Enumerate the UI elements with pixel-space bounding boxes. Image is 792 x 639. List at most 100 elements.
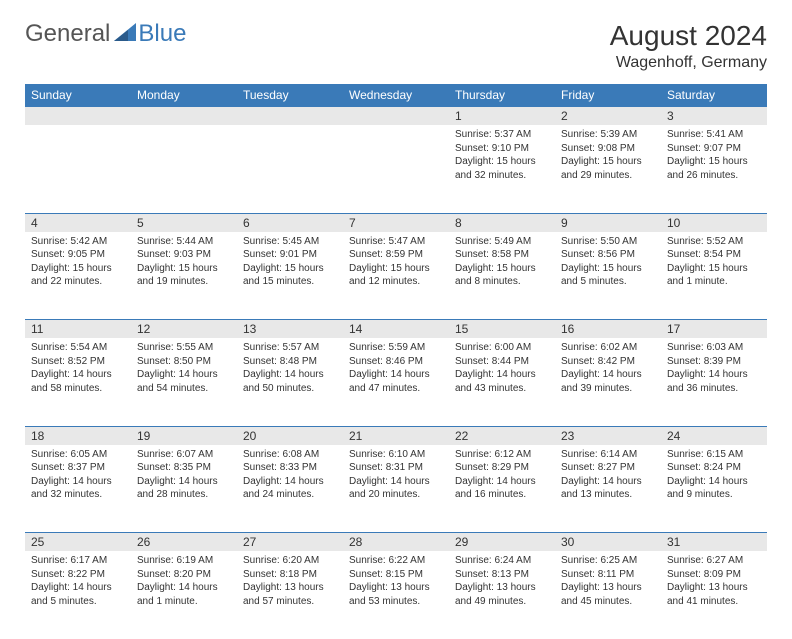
weekday-header: Sunday: [25, 84, 131, 107]
sunset-text: Sunset: 8:37 PM: [31, 461, 125, 475]
day-cell: Sunrise: 6:07 AMSunset: 8:35 PMDaylight:…: [131, 445, 237, 533]
daylight-text: Daylight: 15 hours and 15 minutes.: [243, 262, 337, 289]
day-cell: Sunrise: 6:20 AMSunset: 8:18 PMDaylight:…: [237, 551, 343, 639]
sunrise-text: Sunrise: 6:24 AM: [455, 554, 549, 568]
sunset-text: Sunset: 8:39 PM: [667, 355, 761, 369]
day-number: 11: [25, 320, 131, 339]
day-cell: Sunrise: 6:25 AMSunset: 8:11 PMDaylight:…: [555, 551, 661, 639]
day-cell: Sunrise: 5:41 AMSunset: 9:07 PMDaylight:…: [661, 125, 767, 213]
day-number: 14: [343, 320, 449, 339]
sunrise-text: Sunrise: 5:54 AM: [31, 341, 125, 355]
sunrise-text: Sunrise: 5:47 AM: [349, 235, 443, 249]
daylight-text: Daylight: 15 hours and 26 minutes.: [667, 155, 761, 182]
day-number-row: 18192021222324: [25, 426, 767, 445]
sunset-text: Sunset: 9:08 PM: [561, 142, 655, 156]
sunset-text: Sunset: 8:44 PM: [455, 355, 549, 369]
sunrise-text: Sunrise: 6:00 AM: [455, 341, 549, 355]
sunset-text: Sunset: 8:15 PM: [349, 568, 443, 582]
day-number: 31: [661, 533, 767, 552]
day-number: 16: [555, 320, 661, 339]
daylight-text: Daylight: 14 hours and 58 minutes.: [31, 368, 125, 395]
daylight-text: Daylight: 14 hours and 1 minute.: [137, 581, 231, 608]
sunset-text: Sunset: 9:05 PM: [31, 248, 125, 262]
sunset-text: Sunset: 8:31 PM: [349, 461, 443, 475]
day-number: 1: [449, 107, 555, 126]
daylight-text: Daylight: 13 hours and 49 minutes.: [455, 581, 549, 608]
sunset-text: Sunset: 8:52 PM: [31, 355, 125, 369]
day-number: 27: [237, 533, 343, 552]
day-number: 17: [661, 320, 767, 339]
day-number: 9: [555, 213, 661, 232]
sunrise-text: Sunrise: 5:49 AM: [455, 235, 549, 249]
sunrise-text: Sunrise: 5:37 AM: [455, 128, 549, 142]
sunrise-text: Sunrise: 6:14 AM: [561, 448, 655, 462]
header: General Blue August 2024 Wagenhoff, Germ…: [25, 20, 767, 72]
sunset-text: Sunset: 8:09 PM: [667, 568, 761, 582]
sunrise-text: Sunrise: 6:07 AM: [137, 448, 231, 462]
day-cell: Sunrise: 5:47 AMSunset: 8:59 PMDaylight:…: [343, 232, 449, 320]
weekday-header: Saturday: [661, 84, 767, 107]
daylight-text: Daylight: 14 hours and 36 minutes.: [667, 368, 761, 395]
sunrise-text: Sunrise: 5:55 AM: [137, 341, 231, 355]
sunset-text: Sunset: 8:48 PM: [243, 355, 337, 369]
day-cell: Sunrise: 6:14 AMSunset: 8:27 PMDaylight:…: [555, 445, 661, 533]
day-cell: Sunrise: 5:44 AMSunset: 9:03 PMDaylight:…: [131, 232, 237, 320]
day-number: [343, 107, 449, 126]
sunset-text: Sunset: 8:46 PM: [349, 355, 443, 369]
daylight-text: Daylight: 14 hours and 5 minutes.: [31, 581, 125, 608]
day-content-row: Sunrise: 5:54 AMSunset: 8:52 PMDaylight:…: [25, 338, 767, 426]
day-number: 10: [661, 213, 767, 232]
sunset-text: Sunset: 8:50 PM: [137, 355, 231, 369]
day-cell: Sunrise: 6:08 AMSunset: 8:33 PMDaylight:…: [237, 445, 343, 533]
daylight-text: Daylight: 14 hours and 50 minutes.: [243, 368, 337, 395]
day-number: 7: [343, 213, 449, 232]
day-content-row: Sunrise: 5:42 AMSunset: 9:05 PMDaylight:…: [25, 232, 767, 320]
sunset-text: Sunset: 8:11 PM: [561, 568, 655, 582]
day-number: 30: [555, 533, 661, 552]
sunrise-text: Sunrise: 5:39 AM: [561, 128, 655, 142]
day-number: 25: [25, 533, 131, 552]
day-number: 13: [237, 320, 343, 339]
sunrise-text: Sunrise: 5:57 AM: [243, 341, 337, 355]
daylight-text: Daylight: 14 hours and 24 minutes.: [243, 475, 337, 502]
day-cell: Sunrise: 5:45 AMSunset: 9:01 PMDaylight:…: [237, 232, 343, 320]
daylight-text: Daylight: 15 hours and 22 minutes.: [31, 262, 125, 289]
day-number: 24: [661, 426, 767, 445]
day-number: 12: [131, 320, 237, 339]
location: Wagenhoff, Germany: [610, 54, 767, 72]
daylight-text: Daylight: 14 hours and 32 minutes.: [31, 475, 125, 502]
daylight-text: Daylight: 13 hours and 53 minutes.: [349, 581, 443, 608]
day-content-row: Sunrise: 5:37 AMSunset: 9:10 PMDaylight:…: [25, 125, 767, 213]
day-cell: Sunrise: 6:12 AMSunset: 8:29 PMDaylight:…: [449, 445, 555, 533]
day-number: 29: [449, 533, 555, 552]
sunset-text: Sunset: 9:01 PM: [243, 248, 337, 262]
day-number: 15: [449, 320, 555, 339]
sunset-text: Sunset: 8:56 PM: [561, 248, 655, 262]
daylight-text: Daylight: 14 hours and 13 minutes.: [561, 475, 655, 502]
day-number: 22: [449, 426, 555, 445]
sunrise-text: Sunrise: 6:03 AM: [667, 341, 761, 355]
daylight-text: Daylight: 15 hours and 8 minutes.: [455, 262, 549, 289]
day-number-row: 123: [25, 107, 767, 126]
daylight-text: Daylight: 15 hours and 32 minutes.: [455, 155, 549, 182]
sunrise-text: Sunrise: 5:42 AM: [31, 235, 125, 249]
sunrise-text: Sunrise: 6:02 AM: [561, 341, 655, 355]
sunset-text: Sunset: 8:35 PM: [137, 461, 231, 475]
day-number: 20: [237, 426, 343, 445]
sunset-text: Sunset: 8:29 PM: [455, 461, 549, 475]
day-number: [237, 107, 343, 126]
sunset-text: Sunset: 8:24 PM: [667, 461, 761, 475]
sunrise-text: Sunrise: 5:52 AM: [667, 235, 761, 249]
day-number: 8: [449, 213, 555, 232]
day-cell: [25, 125, 131, 213]
day-number: 19: [131, 426, 237, 445]
day-number: 26: [131, 533, 237, 552]
day-number: 23: [555, 426, 661, 445]
day-number: [25, 107, 131, 126]
sunrise-text: Sunrise: 6:08 AM: [243, 448, 337, 462]
daylight-text: Daylight: 14 hours and 28 minutes.: [137, 475, 231, 502]
daylight-text: Daylight: 14 hours and 20 minutes.: [349, 475, 443, 502]
day-number-row: 11121314151617: [25, 320, 767, 339]
calendar-table: SundayMondayTuesdayWednesdayThursdayFrid…: [25, 84, 767, 639]
day-cell: Sunrise: 5:42 AMSunset: 9:05 PMDaylight:…: [25, 232, 131, 320]
